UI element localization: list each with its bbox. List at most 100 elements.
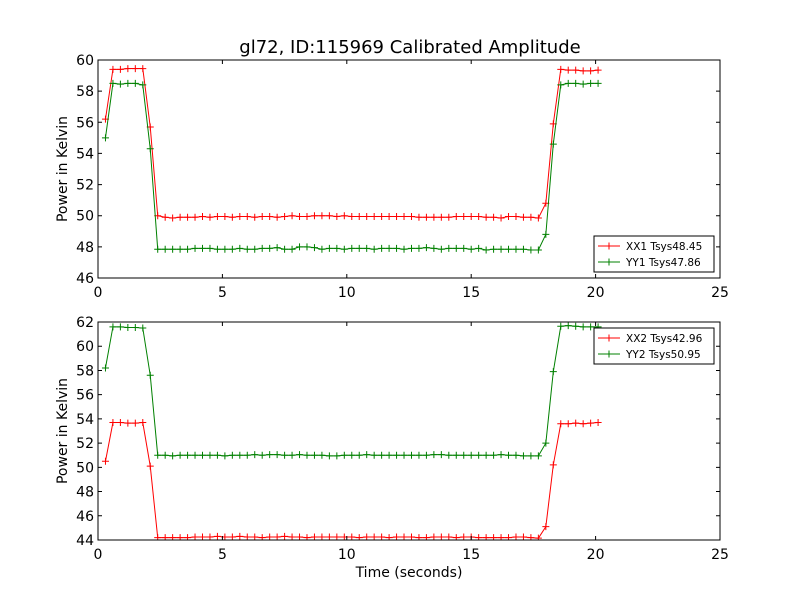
data-point <box>340 245 348 253</box>
data-point <box>400 212 408 220</box>
data-point <box>213 451 221 459</box>
data-point <box>549 140 557 148</box>
data-point <box>325 244 333 252</box>
data-point <box>318 533 326 540</box>
legend-entry: YY2 Tsys50.95 <box>625 349 701 361</box>
data-point <box>273 213 281 221</box>
data-point <box>176 245 184 253</box>
data-point <box>251 245 259 253</box>
data-point <box>228 451 236 459</box>
data-point <box>490 245 498 253</box>
data-point <box>378 533 386 540</box>
data-point <box>116 65 124 73</box>
data-point <box>340 451 348 459</box>
data-point <box>572 79 580 87</box>
data-point <box>116 323 124 331</box>
data-point <box>318 212 326 220</box>
data-point <box>191 533 199 540</box>
data-point <box>527 213 535 221</box>
data-point <box>318 245 326 253</box>
y-tick-label: 60 <box>76 339 94 355</box>
data-point <box>154 451 162 459</box>
axes-frame <box>97 321 721 541</box>
data-point <box>370 451 378 459</box>
data-point <box>393 244 401 252</box>
data-point <box>206 213 214 221</box>
data-point <box>497 245 505 253</box>
data-point <box>213 212 221 220</box>
data-point <box>258 244 266 252</box>
data-point <box>482 213 490 221</box>
data-point <box>355 451 363 459</box>
data-point <box>572 419 580 427</box>
data-point <box>437 451 445 459</box>
data-point <box>415 451 423 459</box>
data-point <box>221 452 229 460</box>
data-point <box>243 212 251 220</box>
data-point <box>393 451 401 459</box>
legend-box <box>593 235 715 273</box>
y-tick-label: 58 <box>76 84 94 100</box>
data-point <box>572 322 580 330</box>
data-point <box>161 451 169 459</box>
data-point <box>124 65 132 73</box>
data-point <box>325 452 333 460</box>
x-tick-label: 0 <box>94 547 103 563</box>
data-point <box>206 244 214 252</box>
data-point <box>296 451 304 459</box>
bottom-panel: 0 5 10 15 20 25 44 46 48 50 52 54 56 58 60 62 Power in K… <box>55 315 729 581</box>
data-point <box>437 213 445 221</box>
data-point <box>452 212 460 220</box>
data-point <box>124 323 132 331</box>
data-point <box>437 245 445 253</box>
data-point <box>564 66 572 74</box>
data-point <box>594 79 602 87</box>
x-tick-label: 10 <box>338 547 356 563</box>
data-point <box>124 419 132 427</box>
data-point <box>109 79 117 87</box>
y-tick-label: 48 <box>76 485 94 501</box>
data-point <box>348 451 356 459</box>
data-point <box>340 212 348 220</box>
data-point <box>370 245 378 253</box>
data-point <box>273 533 281 540</box>
data-point <box>266 244 274 252</box>
data-point <box>139 324 147 332</box>
data-point <box>430 244 438 252</box>
data-point <box>258 451 266 459</box>
data-point <box>363 451 371 459</box>
data-point <box>169 452 177 460</box>
y-tick-label: 62 <box>76 315 94 331</box>
data-point <box>475 451 483 459</box>
data-point <box>519 533 527 540</box>
data-point <box>213 532 221 540</box>
data-point <box>505 245 513 253</box>
data-point <box>124 79 132 87</box>
data-point <box>228 213 236 221</box>
data-point <box>243 245 251 253</box>
data-point <box>281 245 289 253</box>
data-point <box>206 533 214 540</box>
data-point <box>116 419 124 427</box>
data-point <box>505 451 513 459</box>
y-tick-label: 44 <box>76 533 94 549</box>
y-tick-label: 46 <box>76 271 94 287</box>
data-point <box>505 212 513 220</box>
legend-marker <box>605 242 613 250</box>
data-point <box>333 244 341 252</box>
data-point <box>542 439 550 447</box>
data-point <box>198 212 206 220</box>
data-point <box>534 246 542 254</box>
legend-entry: XX1 Tsys48.45 <box>626 241 702 253</box>
data-point <box>236 244 244 252</box>
data-point <box>422 213 430 221</box>
data-point <box>370 212 378 220</box>
data-point <box>310 451 318 459</box>
data-point <box>273 451 281 459</box>
data-point <box>251 451 259 459</box>
data-point <box>243 533 251 540</box>
data-point <box>415 213 423 221</box>
axes-frame <box>97 59 721 279</box>
data-point <box>594 66 602 74</box>
data-point <box>303 451 311 459</box>
